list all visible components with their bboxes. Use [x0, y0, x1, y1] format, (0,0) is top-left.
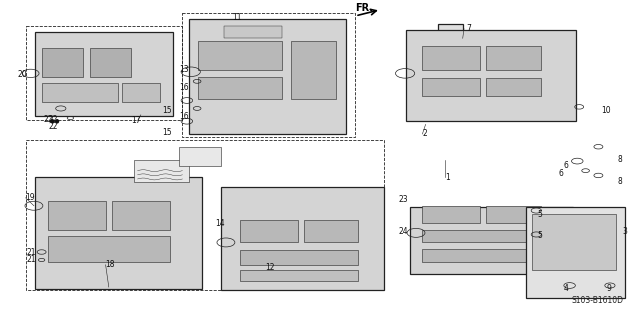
FancyBboxPatch shape [240, 270, 358, 281]
Text: 5: 5 [538, 210, 543, 219]
Text: 13: 13 [179, 65, 189, 74]
FancyBboxPatch shape [422, 230, 541, 242]
Text: 6: 6 [558, 169, 563, 178]
FancyBboxPatch shape [35, 177, 202, 289]
Text: 1: 1 [445, 173, 449, 182]
Text: 15: 15 [163, 128, 172, 137]
Text: 16: 16 [179, 112, 189, 121]
FancyBboxPatch shape [486, 46, 541, 70]
FancyBboxPatch shape [112, 201, 170, 230]
FancyBboxPatch shape [422, 46, 480, 70]
Text: 19: 19 [26, 193, 35, 202]
Text: 6: 6 [563, 161, 568, 170]
FancyBboxPatch shape [42, 83, 118, 102]
FancyBboxPatch shape [48, 201, 106, 230]
FancyBboxPatch shape [134, 160, 189, 182]
Text: 23: 23 [399, 195, 408, 204]
FancyBboxPatch shape [35, 32, 173, 116]
FancyBboxPatch shape [422, 206, 480, 223]
FancyBboxPatch shape [198, 77, 282, 99]
Text: 5: 5 [538, 231, 543, 240]
Text: 22: 22 [44, 115, 53, 124]
FancyBboxPatch shape [189, 19, 346, 134]
Text: S103-B1610D: S103-B1610D [572, 296, 624, 305]
FancyBboxPatch shape [42, 48, 83, 77]
Text: 20: 20 [18, 70, 28, 79]
FancyBboxPatch shape [532, 214, 616, 270]
FancyBboxPatch shape [526, 207, 625, 298]
FancyBboxPatch shape [422, 78, 480, 96]
Text: 11: 11 [232, 13, 241, 22]
FancyBboxPatch shape [486, 206, 541, 223]
Text: 21: 21 [27, 256, 36, 264]
Text: 3: 3 [622, 227, 627, 236]
FancyBboxPatch shape [48, 236, 170, 262]
FancyBboxPatch shape [486, 78, 541, 96]
Text: 12: 12 [266, 263, 275, 272]
FancyBboxPatch shape [122, 83, 160, 102]
Text: 15: 15 [163, 106, 172, 115]
Text: 9: 9 [607, 284, 612, 293]
Text: 4: 4 [564, 284, 569, 293]
Text: 8: 8 [618, 177, 622, 186]
FancyBboxPatch shape [240, 220, 298, 242]
Text: 2: 2 [422, 130, 427, 138]
FancyBboxPatch shape [198, 41, 282, 70]
FancyBboxPatch shape [291, 41, 336, 99]
Text: 22: 22 [49, 115, 58, 124]
Text: 24: 24 [399, 227, 408, 236]
FancyBboxPatch shape [179, 147, 221, 166]
FancyBboxPatch shape [410, 207, 573, 274]
Text: 14: 14 [216, 219, 225, 228]
FancyBboxPatch shape [422, 249, 541, 262]
FancyBboxPatch shape [438, 24, 463, 54]
Text: 10: 10 [602, 106, 611, 115]
Text: 21: 21 [27, 248, 36, 256]
Text: -●●: -●● [49, 118, 60, 123]
FancyBboxPatch shape [90, 48, 131, 77]
Text: FR.: FR. [355, 3, 373, 13]
FancyBboxPatch shape [406, 30, 576, 121]
Text: 22: 22 [49, 122, 58, 130]
FancyBboxPatch shape [304, 220, 358, 242]
FancyBboxPatch shape [221, 187, 384, 290]
Text: 17: 17 [131, 116, 141, 125]
Text: 8: 8 [618, 155, 622, 164]
FancyBboxPatch shape [224, 26, 282, 38]
Text: 7: 7 [466, 24, 471, 33]
FancyBboxPatch shape [240, 250, 358, 265]
Text: 16: 16 [179, 83, 189, 92]
Text: 18: 18 [106, 260, 115, 269]
